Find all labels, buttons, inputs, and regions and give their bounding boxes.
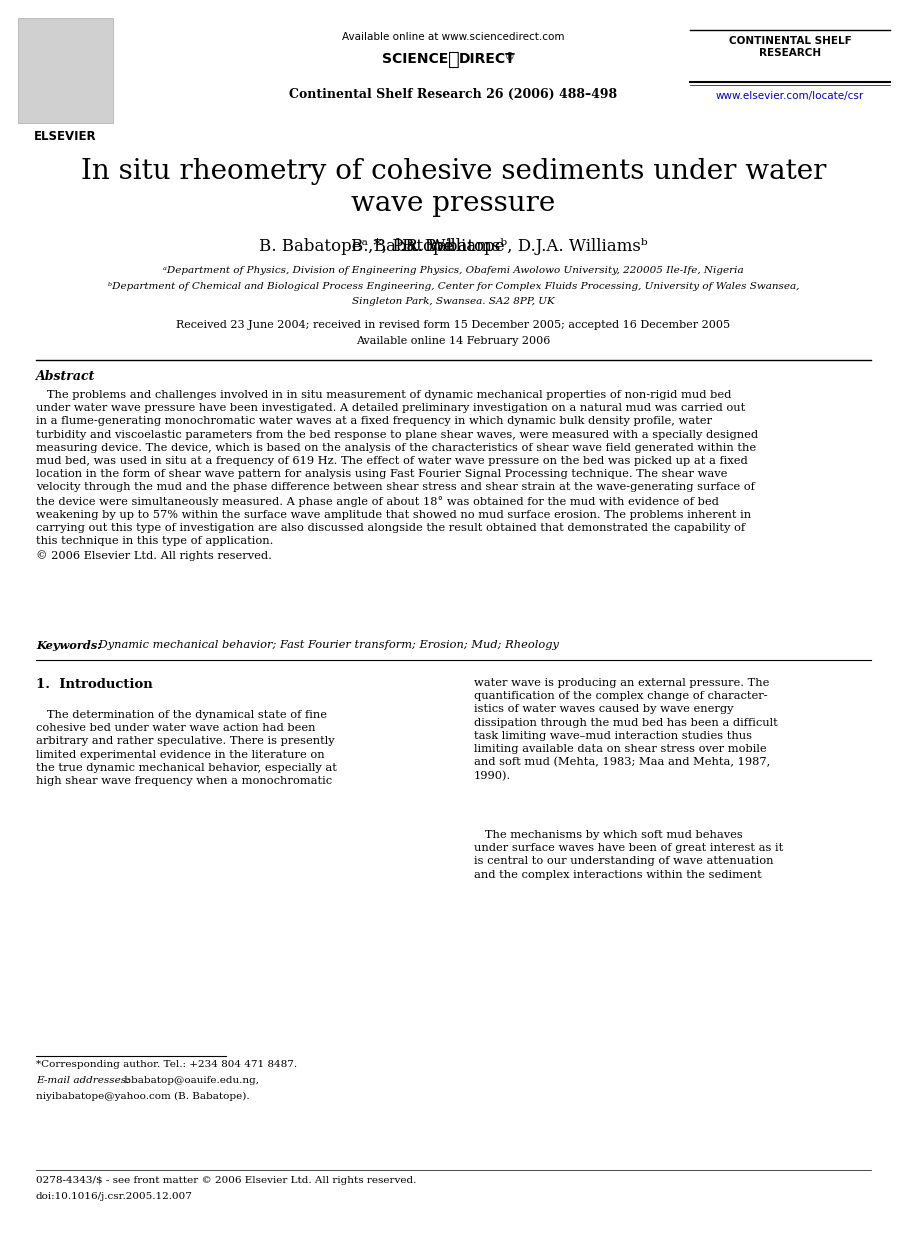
Text: doi:10.1016/j.csr.2005.12.007: doi:10.1016/j.csr.2005.12.007 [36,1192,193,1201]
Text: 0278-4343/$ - see front matter © 2006 Elsevier Ltd. All rights reserved.: 0278-4343/$ - see front matter © 2006 El… [36,1176,416,1185]
Text: The problems and challenges involved in in situ measurement of dynamic mechanica: The problems and challenges involved in … [36,390,758,561]
Text: Available online 14 February 2006: Available online 14 February 2006 [356,335,551,345]
Text: water wave is producing an external pressure. The
quantification of the complex : water wave is producing an external pres… [473,678,777,781]
Text: Available online at www.sciencedirect.com: Available online at www.sciencedirect.co… [342,32,565,42]
Text: Continental Shelf Research 26 (2006) 488–498: Continental Shelf Research 26 (2006) 488… [289,88,618,102]
Text: DIRECT: DIRECT [459,52,515,66]
Text: CONTINENTAL SHELF
RESEARCH: CONTINENTAL SHELF RESEARCH [728,36,852,58]
Bar [18,19,113,123]
Text: ⓓ: ⓓ [448,50,459,69]
Text: Dynamic mechanical behavior; Fast Fourier transform; Erosion; Mud; Rheology: Dynamic mechanical behavior; Fast Fourie… [95,640,559,650]
Text: Received 23 June 2004; received in revised form 15 December 2005; accepted 16 De: Received 23 June 2004; received in revis… [177,319,730,331]
Text: B. Babatope: B. Babatope [351,238,454,255]
Text: Keywords:: Keywords: [36,640,102,651]
Text: niyibabatope@yahoo.com (B. Babatope).: niyibabatope@yahoo.com (B. Babatope). [36,1092,249,1101]
Text: SCIENCE: SCIENCE [382,52,448,66]
Text: 1.  Introduction: 1. Introduction [36,678,152,691]
Text: The mechanisms by which soft mud behaves
under surface waves have been of great : The mechanisms by which soft mud behaves… [473,829,783,880]
Text: B. Babatopeᵃ,*, P.R. Williamsᵇ, D.J.A. Williamsᵇ: B. Babatopeᵃ,*, P.R. Williamsᵇ, D.J.A. W… [259,238,648,255]
Text: bbabatop@oauife.edu.ng,: bbabatop@oauife.edu.ng, [121,1076,259,1084]
Text: wave pressure: wave pressure [351,189,556,217]
Text: *Corresponding author. Tel.: +234 804 471 8487.: *Corresponding author. Tel.: +234 804 47… [36,1060,297,1068]
Text: ᵇDepartment of Chemical and Biological Process Engineering, Center for Complex F: ᵇDepartment of Chemical and Biological P… [108,282,799,291]
Text: B. Babatope: B. Babatope [402,238,505,255]
Text: ELSEVIER: ELSEVIER [34,130,96,144]
Text: ᵃDepartment of Physics, Division of Engineering Physics, Obafemi Awolowo Univers: ᵃDepartment of Physics, Division of Engi… [163,266,744,275]
Text: www.elsevier.com/locate/csr: www.elsevier.com/locate/csr [716,92,864,102]
Text: Singleton Park, Swansea. SA2 8PP, UK: Singleton Park, Swansea. SA2 8PP, UK [352,297,555,306]
Text: E-mail addresses:: E-mail addresses: [36,1076,130,1084]
Text: Abstract: Abstract [36,370,95,383]
Text: ®: ® [504,52,514,62]
Text: In situ rheometry of cohesive sediments under water: In situ rheometry of cohesive sediments … [81,158,826,184]
Text: The determination of the dynamical state of fine
cohesive bed under water wave a: The determination of the dynamical state… [36,711,336,786]
